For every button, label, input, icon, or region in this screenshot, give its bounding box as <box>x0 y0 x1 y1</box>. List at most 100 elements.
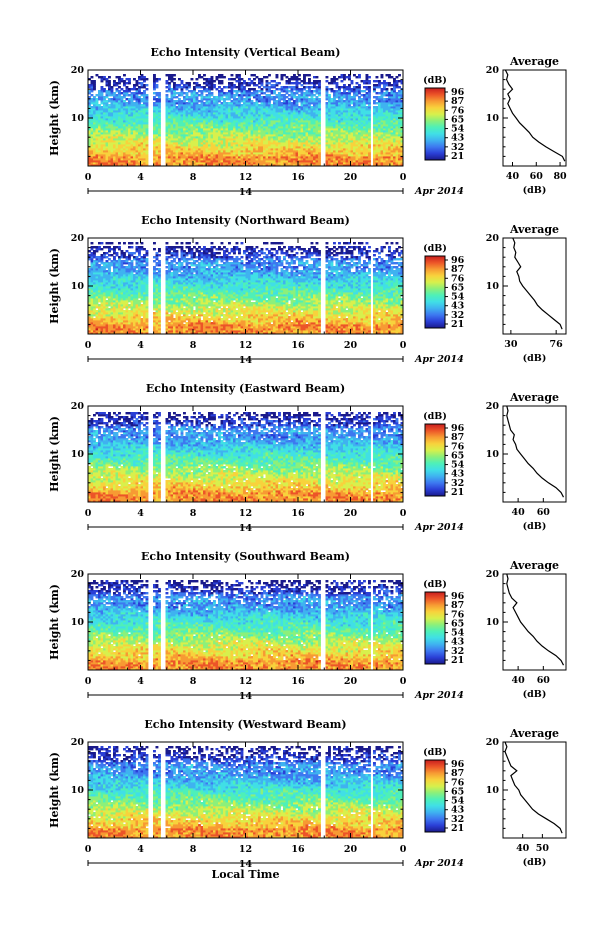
x-tick-label: 16 <box>291 172 305 183</box>
echo-cell <box>256 90 259 92</box>
echo-cell <box>221 102 224 104</box>
echo-cell <box>316 96 319 98</box>
echo-cell <box>233 94 236 96</box>
echo-cell <box>101 76 104 78</box>
echo-cell <box>101 86 104 88</box>
echo-cell <box>91 106 94 108</box>
echo-cell <box>291 76 294 78</box>
echo-cell <box>373 106 376 108</box>
echo-cell <box>358 84 361 86</box>
echo-cell <box>313 90 316 92</box>
echo-cell <box>298 106 301 108</box>
echo-cell <box>336 78 339 80</box>
echo-cell <box>108 104 111 106</box>
echo-cell <box>153 96 156 98</box>
echo-cell <box>198 74 201 76</box>
echo-cell <box>391 88 394 90</box>
echo-cell <box>306 90 309 92</box>
echo-cell <box>218 74 221 76</box>
echo-cell <box>146 78 149 80</box>
profile-x-tick-label: 80 <box>553 171 567 182</box>
echo-cell <box>361 80 364 82</box>
echo-cell <box>146 84 149 86</box>
echo-cell <box>311 82 314 84</box>
echo-cell <box>201 90 204 92</box>
colorbar <box>425 88 445 160</box>
echo-cell <box>391 84 394 86</box>
echo-cell <box>128 78 131 80</box>
echo-cell <box>346 92 349 94</box>
echo-cell <box>118 76 121 78</box>
echo-cell <box>168 98 171 100</box>
echo-cell <box>271 80 274 82</box>
echo-cell <box>123 100 126 102</box>
echo-cell <box>126 102 129 104</box>
echo-cell <box>241 82 244 84</box>
echo-cell <box>256 84 259 86</box>
echo-cell <box>363 86 366 88</box>
echo-cell <box>141 104 144 106</box>
echo-cell <box>326 76 329 78</box>
echo-cell <box>141 92 144 94</box>
echo-cell <box>318 80 321 82</box>
profile-y-tick-label: 10 <box>486 113 500 124</box>
echo-cell <box>316 80 319 82</box>
echo-cell <box>376 76 379 78</box>
echo-cell <box>216 88 219 90</box>
echo-cell <box>201 86 204 88</box>
echo-cell <box>208 78 211 80</box>
echo-cell <box>236 90 239 92</box>
echo-cell <box>111 86 114 88</box>
echo-cell <box>191 78 194 80</box>
echo-cell <box>143 76 146 78</box>
profile-title: Average <box>509 55 559 68</box>
echo-cell <box>136 88 139 90</box>
echo-cell <box>131 92 134 94</box>
echo-cell <box>216 96 219 98</box>
echo-cell <box>341 86 344 88</box>
echo-cell <box>313 98 316 100</box>
x-tick-label: 12 <box>239 172 252 183</box>
echo-cell <box>308 74 311 76</box>
echo-cell <box>176 92 179 94</box>
echo-cell <box>203 78 206 80</box>
echo-cell <box>203 82 206 84</box>
echo-cell <box>156 92 159 94</box>
echo-cell <box>178 92 181 94</box>
echo-cell <box>356 100 359 102</box>
beam-panel: Echo Intensity (Vertical Beam)Height (km… <box>48 46 567 198</box>
echo-cell <box>173 100 176 102</box>
echo-cell <box>281 86 284 88</box>
echo-cell <box>203 86 206 88</box>
echo-cell <box>396 76 399 78</box>
echo-cell <box>216 76 219 78</box>
echo-cell <box>213 96 216 98</box>
echo-cell <box>191 90 194 92</box>
echo-cell <box>211 76 214 78</box>
echo-cell <box>376 96 379 98</box>
echo-cell <box>291 86 294 88</box>
echo-cell <box>121 88 124 90</box>
echo-cell <box>183 84 186 86</box>
beam-panel: Echo Intensity (Northward Beam)Height (k… <box>48 214 566 366</box>
echo-cell <box>236 74 239 76</box>
echo-cell <box>356 86 359 88</box>
echo-cell <box>108 76 111 78</box>
echo-cell <box>186 102 189 104</box>
echo-cell <box>298 82 301 84</box>
echo-cell <box>133 102 136 104</box>
echo-cell <box>313 76 316 78</box>
x-tick-label: 0 <box>400 172 407 183</box>
echo-cell <box>331 88 334 90</box>
echo-cell <box>166 94 169 96</box>
echo-cell <box>261 78 264 80</box>
echo-cell <box>298 78 301 80</box>
echo-cell <box>218 86 221 88</box>
echo-cell <box>273 96 276 98</box>
echo-cell <box>146 88 149 90</box>
echo-cell <box>198 100 201 102</box>
echo-cell <box>186 82 189 84</box>
echo-cell <box>368 86 371 88</box>
echo-cell <box>308 78 311 80</box>
echo-cell <box>91 80 94 82</box>
